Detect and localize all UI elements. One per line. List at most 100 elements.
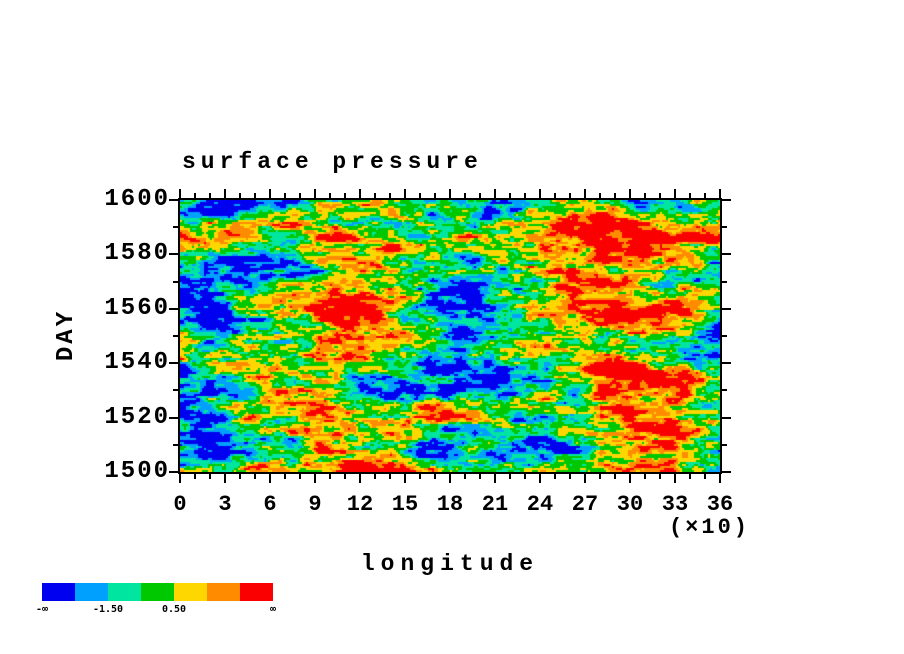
axis-tick: [169, 307, 178, 310]
y-tick-label: 1520: [104, 403, 170, 431]
axis-tick: [169, 362, 178, 365]
axis-tick: [509, 474, 511, 479]
x-tick-label: 15: [391, 492, 419, 517]
axis-tick: [389, 474, 391, 479]
axis-tick: [239, 474, 241, 479]
axis-tick: [722, 253, 731, 256]
axis-tick: [224, 474, 226, 483]
axis-tick: [329, 474, 331, 479]
x-tick-label: 12: [346, 492, 374, 517]
axis-tick: [404, 189, 406, 198]
axis-tick: [644, 193, 646, 198]
axis-tick: [314, 189, 316, 198]
colorbar-label: ∞: [269, 604, 277, 615]
axis-tick: [674, 189, 676, 198]
axis-tick: [389, 193, 391, 198]
y-tick-label: 1500: [104, 458, 170, 485]
axis-tick: [359, 189, 361, 198]
axis-tick: [722, 199, 731, 201]
axis-tick: [179, 189, 181, 198]
x-tick-label: 21: [481, 492, 509, 517]
axis-tick: [344, 474, 346, 479]
axis-tick: [173, 389, 178, 392]
axis-tick: [629, 189, 631, 198]
axis-tick: [269, 189, 271, 198]
axis-tick: [509, 193, 511, 198]
axis-tick: [524, 474, 526, 479]
axis-tick: [329, 193, 331, 198]
y-tick-label: 1600: [104, 186, 170, 213]
axis-tick: [254, 474, 256, 479]
axis-tick: [722, 226, 727, 229]
axis-tick: [299, 474, 301, 479]
axis-tick: [584, 189, 586, 198]
colorbar-swatch: [207, 583, 240, 601]
axis-tick: [209, 474, 211, 479]
axis-tick: [719, 474, 721, 483]
colorbar-label: -1.50: [92, 604, 124, 615]
axis-tick: [494, 474, 496, 483]
chart-title: surface pressure: [182, 149, 483, 175]
axis-tick: [629, 474, 631, 483]
x-tick-label: 24: [526, 492, 554, 517]
axis-tick: [254, 193, 256, 198]
x-tick-label: 0: [173, 492, 187, 517]
colorbar-swatch: [174, 583, 207, 601]
axis-tick: [179, 474, 181, 483]
colorbar-swatch: [75, 583, 108, 601]
axis-tick: [359, 474, 361, 483]
axis-tick: [344, 193, 346, 198]
axis-tick: [173, 443, 178, 446]
colorbar-swatch: [240, 583, 273, 601]
axis-tick: [434, 474, 436, 479]
axis-tick: [419, 193, 421, 198]
colorbar-swatch: [141, 583, 174, 601]
axis-tick: [239, 193, 241, 198]
axis-tick: [614, 474, 616, 479]
axis-tick: [599, 193, 601, 198]
x-tick-label: 9: [308, 492, 322, 517]
axis-tick: [173, 280, 178, 283]
colorbar-swatch: [42, 583, 75, 601]
y-tick-label: 1560: [104, 294, 170, 322]
axis-tick: [524, 193, 526, 198]
x-tick-label: 33: [661, 492, 689, 517]
colorbar: -∞ -1.50 0.50 ∞: [36, 583, 277, 619]
axis-tick: [194, 193, 196, 198]
x-tick-label: 6: [263, 492, 277, 517]
axis-tick: [449, 474, 451, 483]
axis-tick: [722, 362, 731, 365]
axis-tick: [659, 193, 661, 198]
axis-tick: [614, 193, 616, 198]
axis-tick: [169, 253, 178, 256]
axis-tick: [659, 474, 661, 479]
axis-tick: [554, 474, 556, 479]
axis-tick: [209, 193, 211, 198]
axis-tick: [599, 474, 601, 479]
axis-tick: [722, 280, 727, 283]
colorbar-label: -∞: [35, 604, 49, 615]
axis-tick: [449, 189, 451, 198]
x-axis-multiplier: (×10): [668, 515, 750, 540]
axis-tick: [173, 335, 178, 337]
x-tick-label: 27: [571, 492, 599, 517]
axis-tick: [224, 189, 226, 198]
y-tick-label: 1580: [104, 240, 170, 268]
axis-tick: [722, 307, 731, 310]
x-tick-label: 30: [616, 492, 644, 517]
axis-tick: [464, 474, 466, 479]
axis-tick: [434, 193, 436, 198]
axis-tick: [269, 474, 271, 483]
axis-tick: [722, 389, 727, 392]
axis-tick: [674, 474, 676, 483]
axis-tick: [644, 474, 646, 479]
colorbar-label: 0.50: [161, 604, 187, 615]
axis-tick: [539, 189, 541, 198]
axis-tick: [314, 474, 316, 483]
axis-tick: [194, 474, 196, 479]
axis-tick: [719, 189, 721, 198]
axis-tick: [169, 471, 178, 473]
x-tick-label: 36: [706, 492, 734, 517]
axis-tick: [554, 193, 556, 198]
axis-tick: [569, 474, 571, 479]
